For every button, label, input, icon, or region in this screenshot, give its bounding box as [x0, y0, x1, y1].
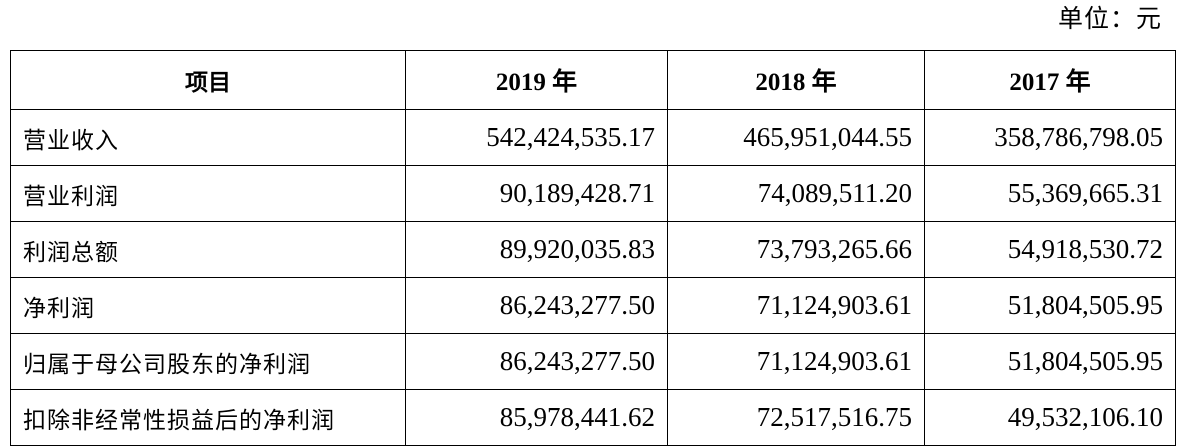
table-header: 项目 2019 年 2018 年 2017 年: [10, 50, 1176, 110]
cell-2019: 86,243,277.50: [405, 333, 668, 390]
row-label: 营业收入: [10, 109, 406, 166]
table-row: 利润总额 89,920,035.83 73,793,265.66 54,918,…: [10, 221, 1176, 278]
unit-label: 单位：元: [1057, 4, 1162, 33]
header-2018: 2018 年: [667, 50, 925, 110]
cell-2018: 72,517,516.75: [667, 389, 925, 446]
cell-2019: 542,424,535.17: [405, 109, 668, 166]
row-label: 扣除非经常性损益后的净利润: [10, 389, 406, 446]
table-row: 营业收入 542,424,535.17 465,951,044.55 358,7…: [10, 109, 1176, 166]
header-2019: 2019 年: [405, 50, 668, 110]
cell-2018: 73,793,265.66: [667, 221, 925, 278]
cell-2018: 71,124,903.61: [667, 333, 925, 390]
cell-2017: 49,532,106.10: [924, 389, 1176, 446]
header-row: 项目 2019 年 2018 年 2017 年: [10, 50, 1176, 110]
table-row: 营业利润 90,189,428.71 74,089,511.20 55,369,…: [10, 165, 1176, 222]
cell-2017: 51,804,505.95: [924, 333, 1176, 390]
cell-2018: 71,124,903.61: [667, 277, 925, 334]
table-row: 归属于母公司股东的净利润 86,243,277.50 71,124,903.61…: [10, 333, 1176, 390]
cell-2017: 51,804,505.95: [924, 277, 1176, 334]
cell-2017: 358,786,798.05: [924, 109, 1176, 166]
table-body: 营业收入 542,424,535.17 465,951,044.55 358,7…: [10, 109, 1176, 446]
table-row: 净利润 86,243,277.50 71,124,903.61 51,804,5…: [10, 277, 1176, 334]
financial-table: 项目 2019 年 2018 年 2017 年 营业收入 542,424,535…: [10, 50, 1176, 446]
cell-2019: 86,243,277.50: [405, 277, 668, 334]
row-label: 净利润: [10, 277, 406, 334]
cell-2017: 55,369,665.31: [924, 165, 1176, 222]
table-row: 扣除非经常性损益后的净利润 85,978,441.62 72,517,516.7…: [10, 389, 1176, 446]
header-2017: 2017 年: [924, 50, 1176, 110]
header-item: 项目: [10, 50, 406, 110]
cell-2019: 90,189,428.71: [405, 165, 668, 222]
row-label: 营业利润: [10, 165, 406, 222]
cell-2019: 89,920,035.83: [405, 221, 668, 278]
cell-2018: 465,951,044.55: [667, 109, 925, 166]
cell-2017: 54,918,530.72: [924, 221, 1176, 278]
cell-2018: 74,089,511.20: [667, 165, 925, 222]
row-label: 归属于母公司股东的净利润: [10, 333, 406, 390]
cell-2019: 85,978,441.62: [405, 389, 668, 446]
row-label: 利润总额: [10, 221, 406, 278]
